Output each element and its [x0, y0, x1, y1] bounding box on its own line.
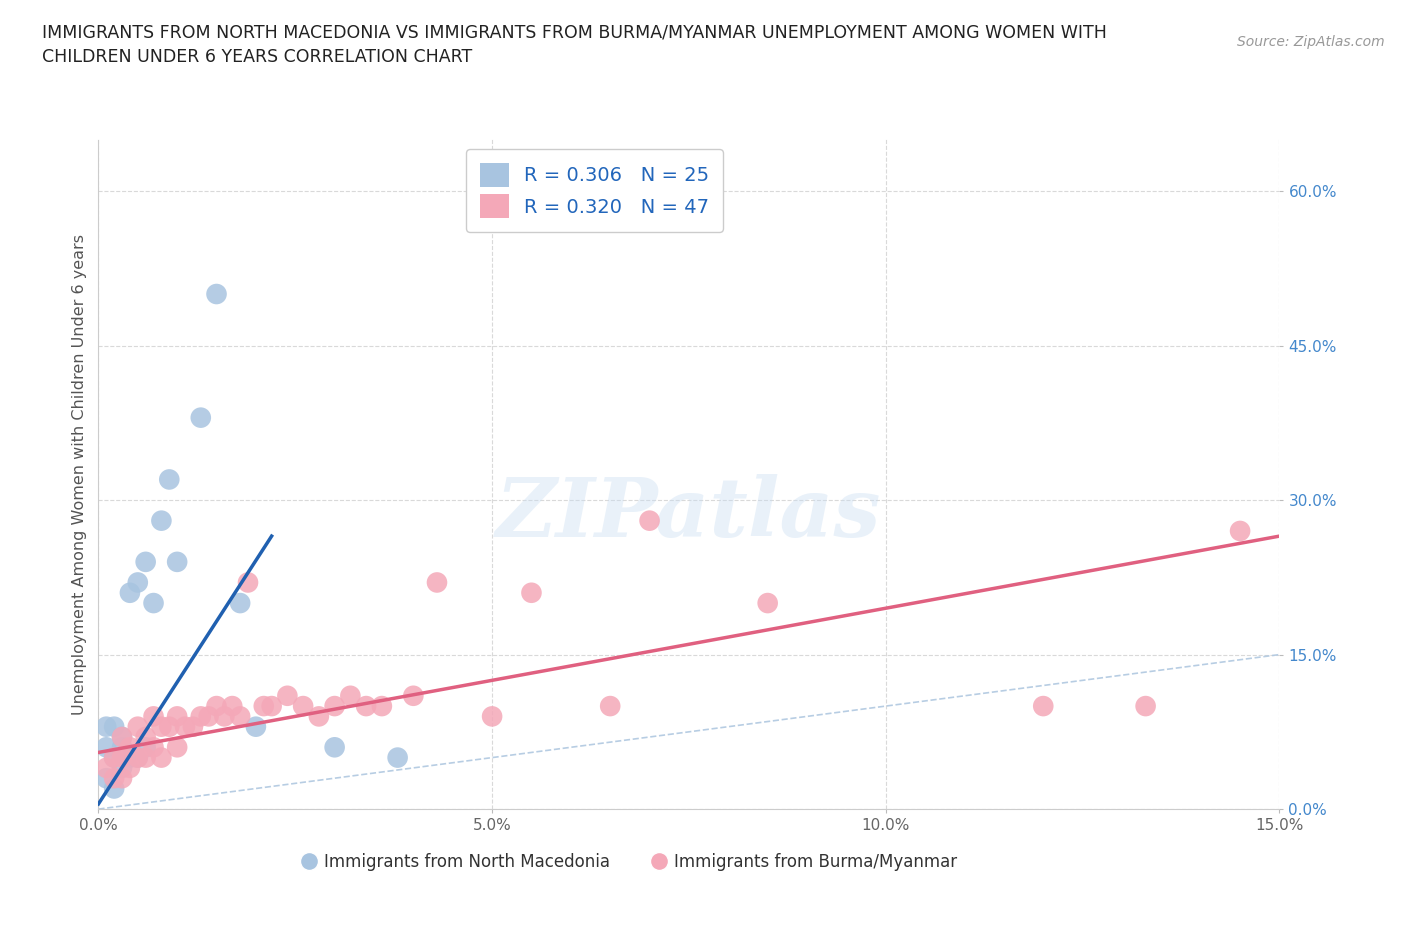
Point — [96, 761, 118, 776]
Point — [481, 709, 503, 724]
Y-axis label: Unemployment Among Women with Children Under 6 years: Unemployment Among Women with Children U… — [72, 233, 87, 715]
Point — [166, 709, 188, 724]
Point — [323, 698, 346, 713]
Point — [111, 761, 134, 776]
Point — [157, 472, 180, 487]
Point — [111, 740, 134, 755]
Point — [221, 698, 243, 713]
Point — [111, 771, 134, 786]
Point — [197, 709, 219, 724]
Point — [236, 575, 259, 590]
Point — [103, 751, 125, 765]
Point — [292, 698, 315, 713]
Point — [127, 719, 149, 734]
Point — [308, 709, 330, 724]
Point — [166, 554, 188, 569]
Text: CHILDREN UNDER 6 YEARS CORRELATION CHART: CHILDREN UNDER 6 YEARS CORRELATION CHART — [42, 48, 472, 66]
Point — [371, 698, 394, 713]
Point — [118, 740, 141, 755]
Point — [96, 771, 118, 786]
Point — [214, 709, 236, 724]
Point — [276, 688, 298, 703]
Point — [96, 719, 118, 734]
Point — [387, 751, 409, 765]
Text: IMMIGRANTS FROM NORTH MACEDONIA VS IMMIGRANTS FROM BURMA/MYANMAR UNEMPLOYMENT AM: IMMIGRANTS FROM NORTH MACEDONIA VS IMMIG… — [42, 23, 1107, 41]
Point — [756, 595, 779, 610]
Point — [135, 740, 157, 755]
Point — [150, 719, 173, 734]
Point — [111, 751, 134, 765]
Point — [135, 751, 157, 765]
Point — [599, 698, 621, 713]
Point — [253, 698, 276, 713]
Point — [166, 740, 188, 755]
Point — [142, 740, 165, 755]
Point — [142, 595, 165, 610]
Point — [118, 585, 141, 600]
Point — [354, 698, 377, 713]
Point — [520, 585, 543, 600]
Point — [135, 729, 157, 744]
Point — [402, 688, 425, 703]
Point — [127, 575, 149, 590]
Point — [339, 688, 361, 703]
Point — [127, 751, 149, 765]
Point — [103, 781, 125, 796]
Point — [142, 709, 165, 724]
Point — [181, 719, 204, 734]
Point — [229, 595, 252, 610]
Point — [111, 729, 134, 744]
Point — [205, 698, 228, 713]
Point — [205, 286, 228, 301]
Point — [111, 729, 134, 744]
Point — [157, 719, 180, 734]
Point — [190, 410, 212, 425]
Point — [323, 740, 346, 755]
Point — [245, 719, 267, 734]
Point — [174, 719, 197, 734]
Point — [150, 751, 173, 765]
Point — [190, 709, 212, 724]
Text: Source: ZipAtlas.com: Source: ZipAtlas.com — [1237, 35, 1385, 49]
Text: ZIPatlas: ZIPatlas — [496, 474, 882, 554]
Point — [426, 575, 449, 590]
Point — [127, 751, 149, 765]
Point — [1135, 698, 1157, 713]
Point — [150, 513, 173, 528]
Point — [96, 740, 118, 755]
Point — [118, 751, 141, 765]
Point — [229, 709, 252, 724]
Point — [260, 698, 283, 713]
Point — [1032, 698, 1054, 713]
Point — [638, 513, 661, 528]
Point — [1229, 524, 1251, 538]
Point — [135, 554, 157, 569]
Point — [103, 719, 125, 734]
Point — [103, 771, 125, 786]
Point — [118, 761, 141, 776]
Legend: Immigrants from North Macedonia, Immigrants from Burma/Myanmar: Immigrants from North Macedonia, Immigra… — [297, 846, 963, 878]
Point — [103, 751, 125, 765]
